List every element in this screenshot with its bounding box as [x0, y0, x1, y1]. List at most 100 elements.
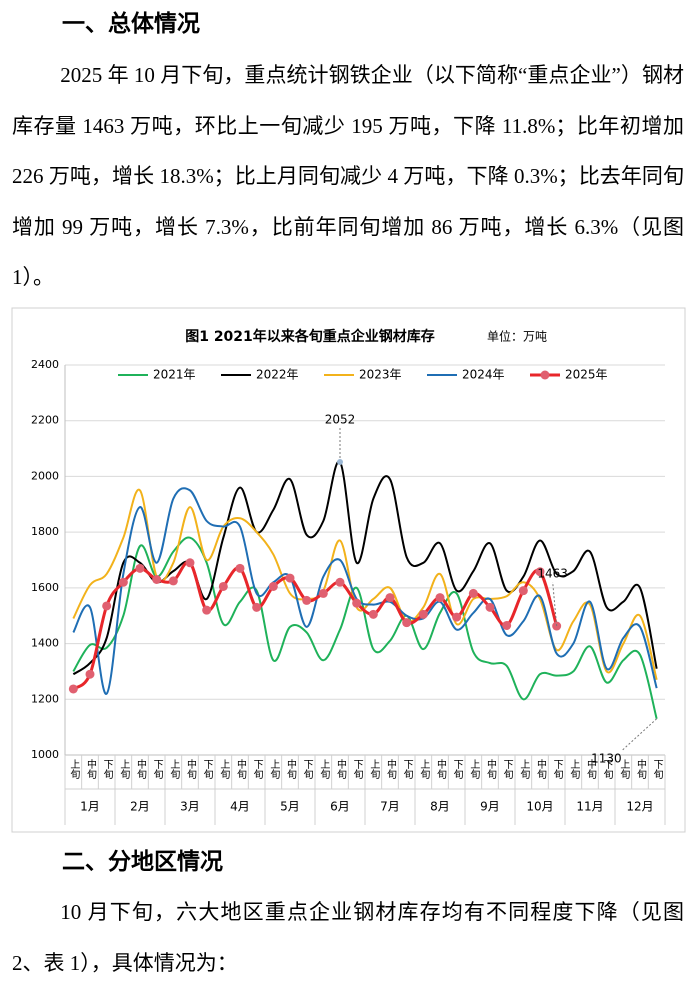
annotation: 1130: [591, 751, 622, 765]
month-label: 12月: [626, 800, 653, 814]
point: [418, 609, 428, 619]
point: [68, 684, 78, 694]
point: [135, 563, 145, 573]
month-label: 11月: [576, 800, 603, 814]
series-line: [72, 460, 658, 676]
month-label: 4月: [230, 800, 250, 814]
series-line: [72, 560, 559, 691]
x-tick-label: 下旬: [251, 759, 263, 780]
month-label: 2月: [130, 800, 150, 814]
chart-frame: [11, 307, 686, 833]
x-tick-label: 下旬: [401, 759, 413, 780]
point: [402, 618, 412, 628]
x-tick-label: 下旬: [351, 759, 363, 780]
point: [218, 581, 228, 591]
x-tick-label: 上旬: [268, 759, 280, 780]
month-label: 9月: [480, 800, 500, 814]
highlight-point: [337, 458, 343, 465]
point: [302, 595, 312, 605]
x-tick-label: 中旬: [635, 758, 647, 780]
x-tick-label: 下旬: [451, 759, 463, 780]
x-tick-label: 下旬: [101, 759, 113, 780]
point: [168, 576, 178, 586]
point: [118, 577, 128, 587]
point: [518, 586, 528, 596]
y-tick-label: 2000: [31, 469, 59, 482]
x-tick-label: 上旬: [468, 759, 480, 780]
y-tick-label: 2400: [31, 358, 59, 371]
x-tick-label: 上旬: [68, 759, 80, 780]
legend-label: 2023年: [359, 368, 402, 382]
point: [502, 620, 512, 630]
month-label: 5月: [280, 800, 300, 814]
x-tick-label: 下旬: [551, 759, 563, 780]
point: [252, 602, 262, 612]
paragraph: 10 月下旬，六大地区重点企业钢材库存均有不同程度下降（见图 2、表 1），具体…: [12, 900, 684, 975]
y-tick-label: 1800: [31, 525, 59, 538]
annotation: 1463: [537, 567, 568, 581]
series-line: [72, 487, 658, 695]
legend-marker: [540, 370, 550, 380]
y-tick-label: 1400: [31, 637, 59, 650]
x-tick-label: 上旬: [318, 759, 330, 780]
month-label: 6月: [330, 800, 350, 814]
x-tick-label: 上旬: [118, 759, 130, 780]
x-tick-label: 中旬: [185, 758, 197, 780]
legend-label: 2021年: [153, 368, 196, 382]
point: [485, 602, 495, 612]
paragraph: 2025 年 10 月下旬，重点统计钢铁企业（以下简称“重点企业”）钢材库存量 …: [12, 63, 684, 289]
x-tick-label: 中旬: [535, 758, 547, 780]
x-tick-label: 上旬: [568, 759, 580, 780]
x-tick-label: 中旬: [285, 758, 297, 780]
x-tick-label: 中旬: [335, 758, 347, 780]
point: [385, 593, 395, 603]
point: [152, 575, 162, 584]
x-tick-label: 上旬: [618, 759, 630, 780]
leader-line: [552, 581, 558, 627]
point: [318, 588, 328, 598]
point: [352, 598, 362, 608]
chart: 图1 2021年以来各旬重点企业钢材库存 单位：万吨 1000 1200 1400 1…: [11, 307, 686, 833]
point: [85, 669, 95, 679]
leader-line: [621, 718, 658, 752]
point: [368, 609, 378, 619]
chart-unit: 单位：万吨: [487, 329, 547, 344]
chart-title: 图1 2021年以来各旬重点企业钢材库存: [185, 328, 435, 345]
y-tick-label: 2200: [31, 414, 59, 427]
x-tick-label: 下旬: [651, 759, 663, 780]
x-tick-label: 中旬: [85, 758, 97, 780]
month-label: 8月: [430, 800, 450, 814]
point: [268, 581, 278, 591]
y-tick-label: 1600: [31, 581, 59, 594]
point: [535, 567, 545, 577]
x-tick-label: 下旬: [201, 759, 213, 780]
x-tick-label: 中旬: [485, 758, 497, 780]
point: [335, 577, 345, 587]
month-label: 3月: [180, 800, 200, 814]
legend-label: 2025年: [565, 368, 608, 382]
legend-label: 2022年: [256, 368, 299, 382]
x-tick-label: 上旬: [168, 759, 180, 780]
month-label: 7月: [380, 800, 400, 814]
x-tick-label: 中旬: [585, 758, 597, 780]
point: [185, 558, 195, 568]
point: [435, 593, 445, 603]
x-tick-label: 下旬: [501, 759, 513, 780]
x-tick-label: 下旬: [151, 759, 163, 780]
heading: 一、总体情况: [62, 11, 200, 37]
y-tick-label: 1200: [31, 692, 59, 705]
point: [102, 601, 112, 611]
y-tick-label: 1000: [31, 748, 59, 761]
x-tick-label: 中旬: [235, 758, 247, 780]
x-tick-label: 中旬: [435, 758, 447, 780]
x-tick-label: 中旬: [135, 758, 147, 780]
point: [285, 573, 295, 583]
x-tick-label: 下旬: [601, 759, 613, 780]
point: [452, 612, 462, 622]
month-label: 1月: [80, 800, 100, 814]
annotation: 2052: [325, 412, 356, 426]
x-tick-label: 上旬: [218, 759, 230, 780]
point: [468, 588, 478, 598]
heading: 二、分地区情况: [62, 849, 223, 875]
